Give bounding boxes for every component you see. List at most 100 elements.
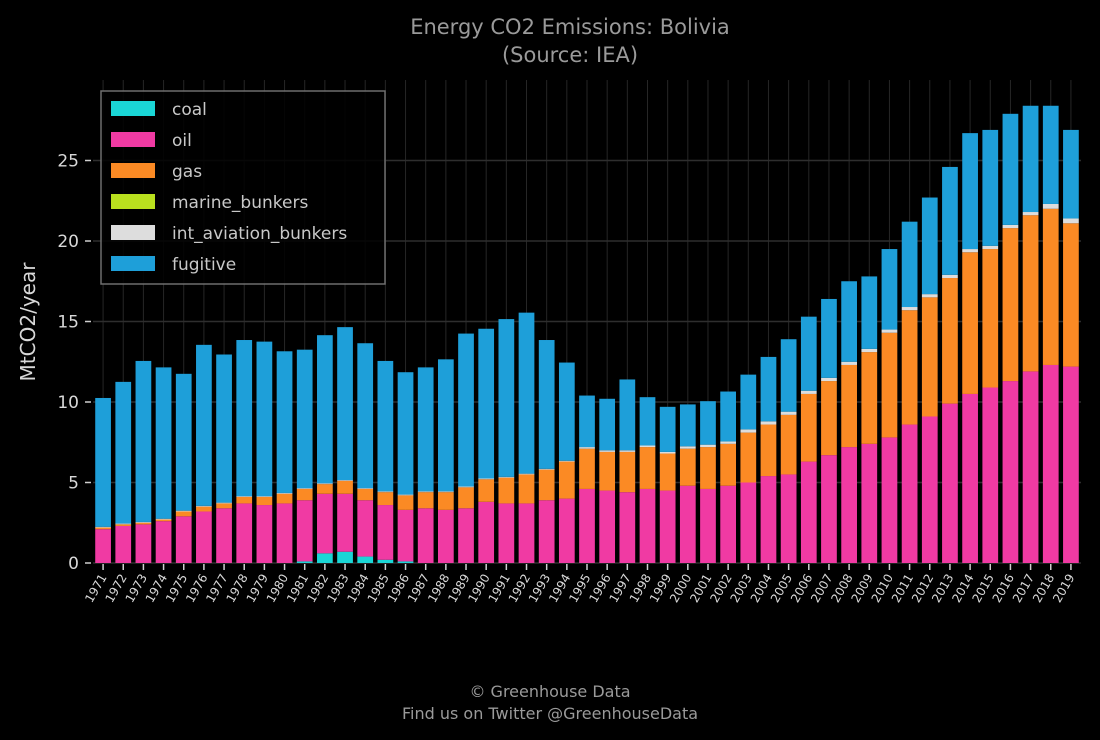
bar-gas-1975 — [175, 511, 192, 517]
bar-int-aviation-bunkers-2003 — [740, 429, 757, 433]
bar-gas-1989 — [458, 487, 474, 509]
bar-fugitive-2010 — [881, 249, 898, 330]
bar-int-aviation-bunkers-2014 — [962, 249, 978, 253]
bar-fugitive-1985 — [377, 360, 394, 492]
bar-gas-2011 — [901, 310, 918, 425]
bar-int-aviation-bunkers-1994 — [558, 460, 575, 462]
bar-oil-1997 — [619, 492, 636, 563]
y-tick-label: 20 — [57, 232, 79, 252]
bar-int-aviation-bunkers-1984 — [357, 488, 374, 489]
bar-gas-1996 — [599, 451, 616, 491]
bar-gas-2016 — [1002, 228, 1019, 382]
bar-fugitive-1988 — [437, 359, 454, 492]
bar-fugitive-2017 — [1022, 105, 1039, 213]
bar-gas-1991 — [498, 477, 515, 504]
bar-oil-2017 — [1022, 371, 1039, 563]
bar-oil-1991 — [498, 503, 515, 563]
bar-int-aviation-bunkers-1979 — [256, 496, 273, 497]
bar-int-aviation-bunkers-2011 — [901, 307, 918, 311]
bar-gas-1995 — [579, 448, 595, 489]
footer-copyright: © Greenhouse Data — [469, 682, 631, 701]
chart-title: Energy CO2 Emissions: Bolivia — [410, 15, 730, 39]
bar-gas-2002 — [720, 443, 737, 486]
bar-oil-1982 — [317, 493, 333, 554]
bar-oil-2003 — [740, 482, 757, 563]
bar-oil-2019 — [1063, 366, 1079, 563]
y-tick-label: 10 — [57, 393, 79, 413]
bar-int-aviation-bunkers-2015 — [982, 245, 999, 250]
bar-gas-2008 — [841, 364, 857, 448]
bar-fugitive-1977 — [216, 354, 232, 503]
bar-coal-1983 — [337, 551, 353, 563]
bar-int-aviation-bunkers-1974 — [155, 518, 172, 520]
bar-int-aviation-bunkers-1985 — [377, 491, 394, 493]
bar-fugitive-1980 — [276, 351, 293, 493]
legend-swatch-marine-bunkers — [111, 194, 155, 209]
bar-fugitive-1996 — [599, 398, 616, 451]
bar-gas-1971 — [95, 527, 111, 530]
bar-oil-1987 — [417, 508, 434, 563]
bar-oil-1976 — [196, 511, 212, 563]
bar-gas-1983 — [337, 480, 353, 494]
bar-int-aviation-bunkers-1998 — [639, 445, 656, 448]
bar-oil-2009 — [861, 443, 878, 563]
bar-oil-1988 — [437, 509, 454, 563]
bar-coal-1986 — [397, 561, 414, 563]
bar-int-aviation-bunkers-1983 — [337, 480, 353, 481]
bar-gas-2019 — [1063, 223, 1079, 367]
legend-label-fugitive: fugitive — [172, 255, 236, 275]
bar-gas-1994 — [558, 461, 575, 499]
bar-gas-1986 — [397, 495, 414, 510]
bar-oil-1980 — [276, 503, 293, 563]
bar-int-aviation-bunkers-2004 — [760, 421, 777, 425]
y-tick-label: 0 — [68, 554, 79, 574]
bar-oil-1974 — [155, 521, 172, 563]
bar-oil-1996 — [599, 490, 616, 563]
bar-oil-2013 — [942, 403, 958, 563]
legend-swatch-oil — [111, 132, 155, 147]
bar-fugitive-2011 — [901, 221, 918, 308]
bar-oil-2014 — [962, 393, 978, 563]
bar-fugitive-1991 — [498, 319, 515, 477]
bar-oil-1973 — [135, 524, 152, 563]
legend-swatch-int-aviation-bunkers — [111, 225, 155, 240]
bar-int-aviation-bunkers-1980 — [276, 492, 293, 494]
bar-int-aviation-bunkers-2018 — [1042, 203, 1059, 209]
bar-int-aviation-bunkers-2005 — [780, 411, 797, 415]
bar-oil-1999 — [659, 490, 676, 563]
x-tick-label: 2019 — [1050, 572, 1077, 605]
bar-fugitive-2005 — [780, 339, 797, 412]
bar-fugitive-1986 — [397, 372, 414, 495]
bar-int-aviation-bunkers-2008 — [841, 361, 857, 365]
bar-gas-1992 — [518, 474, 535, 504]
y-tick-label: 15 — [57, 313, 79, 333]
bar-oil-2018 — [1042, 364, 1059, 563]
bar-gas-1974 — [155, 519, 172, 522]
bar-gas-1990 — [478, 479, 495, 502]
bar-fugitive-2008 — [841, 281, 857, 362]
bar-fugitive-2001 — [700, 401, 716, 445]
bar-gas-1973 — [135, 522, 152, 525]
bar-fugitive-2000 — [679, 404, 696, 447]
bar-oil-2008 — [841, 447, 857, 563]
bar-gas-1984 — [357, 488, 374, 501]
bar-oil-2005 — [780, 474, 797, 563]
bar-fugitive-1982 — [317, 335, 333, 484]
bar-oil-1978 — [236, 503, 253, 563]
bar-gas-1988 — [437, 492, 454, 510]
bar-fugitive-2006 — [800, 316, 817, 391]
bar-int-aviation-bunkers-1986 — [397, 494, 414, 496]
y-tick-label: 25 — [57, 152, 79, 172]
bar-fugitive-1993 — [538, 340, 555, 469]
y-tick-label: 5 — [68, 474, 79, 494]
bar-gas-2004 — [760, 424, 777, 477]
bar-oil-2001 — [700, 488, 716, 563]
bar-int-aviation-bunkers-1973 — [135, 521, 152, 523]
bar-gas-2007 — [821, 381, 837, 456]
legend-label-int-aviation-bunkers: int_aviation_bunkers — [172, 224, 347, 244]
bar-gas-2014 — [962, 252, 978, 394]
bar-int-aviation-bunkers-2012 — [921, 294, 938, 298]
bar-int-aviation-bunkers-1989 — [458, 486, 474, 488]
legend-label-oil: oil — [172, 131, 192, 151]
bar-gas-2018 — [1042, 208, 1059, 365]
